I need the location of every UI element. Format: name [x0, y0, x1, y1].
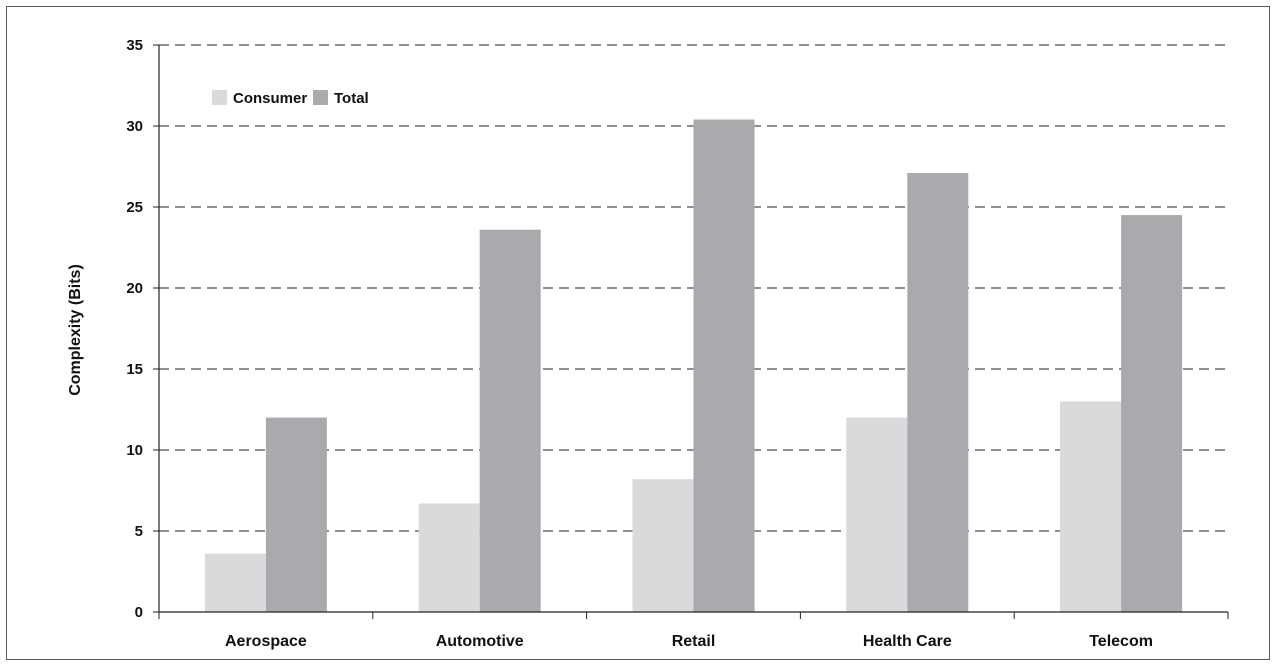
- y-tick-label: 5: [135, 523, 143, 540]
- y-tick-labels: 0 5 10 15 20 25 30 35: [126, 37, 143, 621]
- y-tick-label: 0: [135, 604, 143, 621]
- y-tick-label: 30: [126, 118, 143, 135]
- x-tick-label: Retail: [672, 633, 716, 650]
- y-axis-label: Complexity (Bits): [67, 264, 84, 396]
- bar-consumer: [632, 479, 694, 612]
- legend-label: Total: [334, 90, 369, 107]
- x-tick-label: Health Care: [863, 633, 952, 650]
- bar-consumer: [204, 553, 266, 612]
- bar-total: [907, 172, 969, 613]
- legend: Consumer Total: [212, 90, 369, 107]
- bar-total: [479, 229, 541, 612]
- y-tick-label: 20: [126, 280, 143, 297]
- x-tick-label: Aerospace: [225, 633, 307, 650]
- y-tick-label: 10: [126, 442, 143, 459]
- legend-swatch-total: [313, 90, 328, 105]
- bars: [204, 119, 1183, 613]
- x-tick-label: Automotive: [436, 633, 524, 650]
- legend-label: Consumer: [233, 90, 307, 107]
- axes: [153, 44, 1229, 619]
- y-tick-label: 25: [126, 199, 143, 216]
- x-tick-label: Telecom: [1089, 633, 1153, 650]
- y-tick-label: 35: [126, 37, 143, 54]
- bar-total: [1121, 215, 1183, 612]
- bar-consumer: [418, 503, 480, 612]
- bar-consumer: [846, 417, 908, 612]
- bar-total: [693, 119, 755, 613]
- legend-swatch-consumer: [212, 90, 227, 105]
- y-tick-label: 15: [126, 361, 143, 378]
- bar-total: [265, 417, 327, 612]
- chart-frame: [6, 6, 1270, 660]
- x-tick-labels: Aerospace Automotive Retail Health Care Tele…: [225, 633, 1153, 650]
- bar-consumer: [1060, 401, 1122, 612]
